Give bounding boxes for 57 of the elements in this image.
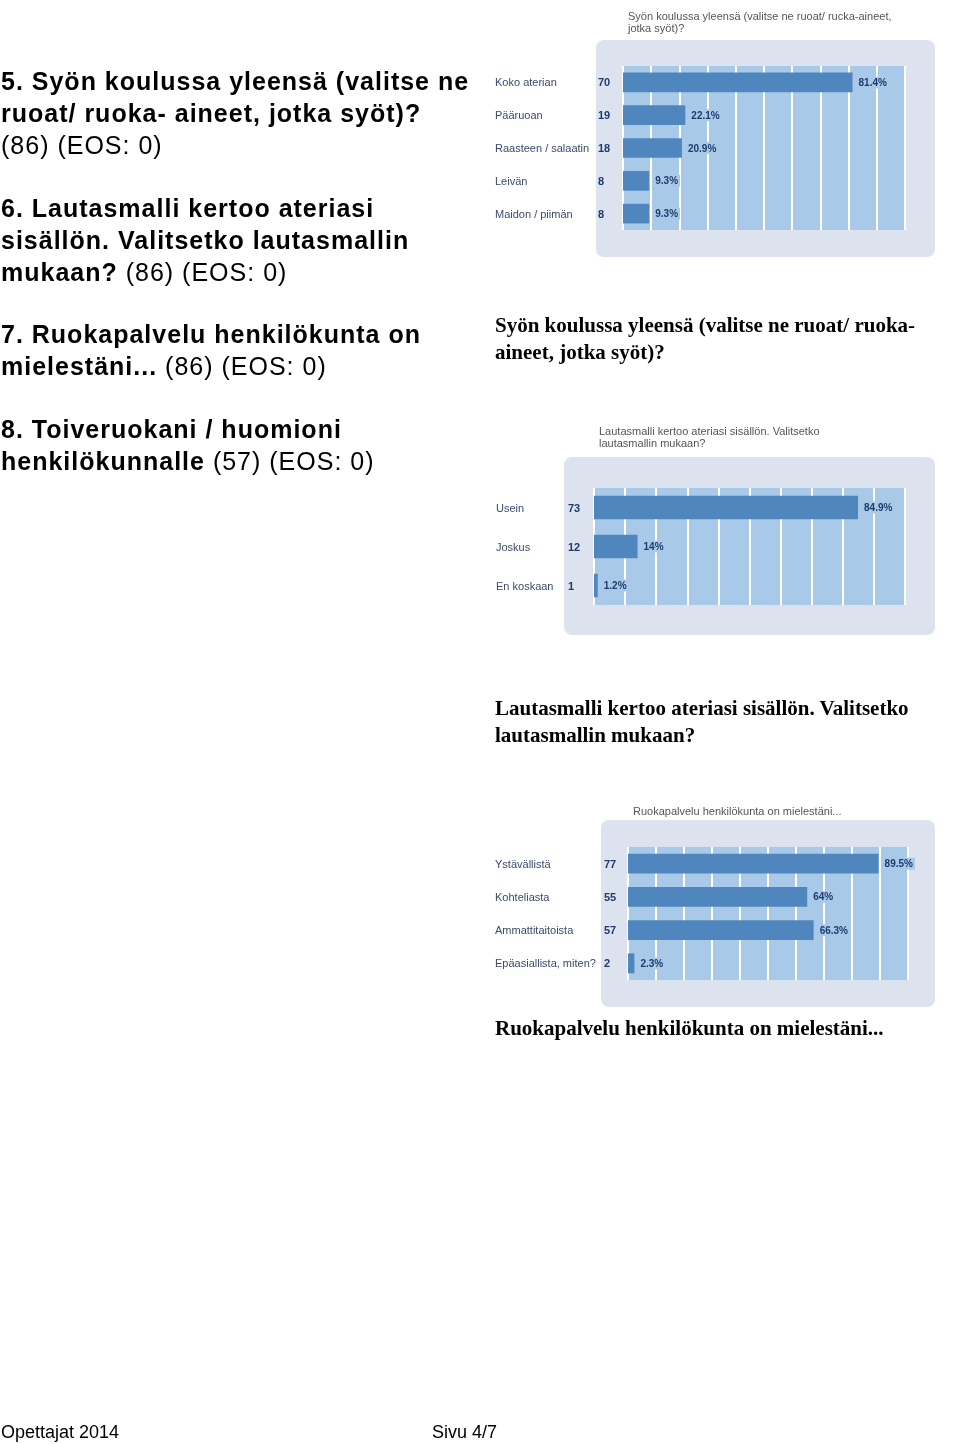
- y2-tick-label: 19: [598, 109, 611, 122]
- y-tick-label: Ammattitaitoista: [495, 924, 575, 937]
- y-tick-label: Pääruoan: [495, 109, 543, 122]
- bar: [628, 953, 635, 974]
- data-label: 9.3%: [655, 175, 679, 187]
- text: Lautasmalli kertoo ateriasi sisällön. Valitsetko lautasmallin mukaan?: [495, 695, 910, 749]
- text: 5. Syön koulussa yleensä (valitse ne ruoat/ ruoka- aineet, jotka syöt)? (86) (EOS: 0): [1, 66, 471, 161]
- y-tick-label: Kohteliasta: [495, 890, 551, 903]
- y-tick-label: Maidon / piimän: [495, 207, 573, 220]
- text: Sivu 4/7: [432, 1422, 498, 1443]
- chart-title: Syön koulussa yleensä (valitse ne ruoat/ rucka-aineet, jotka syöt)?: [627, 10, 895, 34]
- y2-tick-label: 12: [568, 540, 581, 553]
- bar: [623, 72, 853, 93]
- bar: [623, 138, 682, 158]
- y-tick-label: Koko aterian: [495, 76, 557, 89]
- bar: [628, 886, 808, 907]
- bar: [623, 170, 650, 191]
- y-tick-label: Usein: [496, 501, 525, 514]
- y2-tick-label: 8: [598, 207, 605, 220]
- y2-tick-label: 2: [604, 957, 611, 970]
- bar: [623, 203, 650, 224]
- data-label: 1.2%: [603, 580, 627, 591]
- y2-tick-label: 18: [598, 142, 611, 154]
- bar: [623, 105, 686, 126]
- y2-tick-label: 55: [604, 890, 617, 903]
- y-tick-label: Ystävällistä: [495, 857, 552, 870]
- y-tick-label: Leivän: [495, 174, 528, 187]
- data-label: 14%: [643, 541, 664, 552]
- y2-tick-label: 73: [568, 501, 581, 514]
- data-label: 84.9%: [864, 502, 893, 513]
- y-tick-label: En koskaan: [496, 579, 554, 592]
- text: 8. Toiveruokani / huomioni henkilökunnalle (57) (EOS: 0): [1, 414, 376, 477]
- data-label: 81.4%: [858, 76, 888, 88]
- y2-tick-label: 57: [604, 924, 617, 937]
- chart-title: Lautasmalli kertoo ateriasi sisällön. Valitsetko lautasmallin mukaan?: [599, 425, 823, 449]
- chart-title: Ruokapalvelu henkilökunta on mielestäni...: [633, 805, 842, 817]
- data-label: 20.9%: [687, 142, 717, 154]
- data-label: 22.1%: [691, 109, 720, 121]
- data-label: 89.5%: [884, 858, 914, 870]
- data-label: 66.3%: [819, 924, 849, 936]
- data-label: 9.3%: [655, 208, 679, 220]
- bar: [628, 920, 814, 941]
- y2-tick-label: 8: [598, 174, 605, 187]
- text: Ruokapalvelu henkilökunta on mielestäni...: [495, 1015, 885, 1042]
- y-tick-label: Joskus: [496, 540, 531, 553]
- text: Opettajat 2014: [1, 1422, 120, 1443]
- y-tick-label: Epäasiallista, miten?: [495, 957, 596, 970]
- text: Syön koulussa yleensä (valitse ne ruoat/ ruoka-aineet, jotka syöt)?: [495, 312, 917, 366]
- y2-tick-label: 77: [604, 857, 617, 870]
- y2-tick-label: 70: [598, 76, 611, 89]
- text: 7. Ruokapalvelu henkilökunta on mielestäni... (86) (EOS: 0): [1, 319, 422, 382]
- text: 6. Lautasmalli kertoo ateriasi sisällön. Valitsetko lautasmallin mukaan? (86) (EOS: 0): [1, 193, 411, 288]
- y-tick-label: Raasteen / salaatin: [495, 142, 590, 154]
- bar: [628, 853, 879, 874]
- data-label: 2.3%: [640, 957, 664, 969]
- data-label: 64%: [813, 891, 834, 903]
- y2-tick-label: 1: [568, 579, 575, 592]
